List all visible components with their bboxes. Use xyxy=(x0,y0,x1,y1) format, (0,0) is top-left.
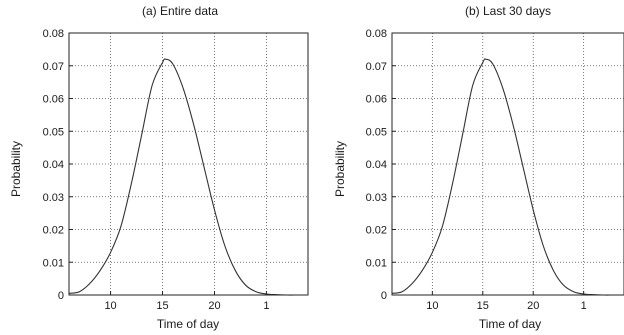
panel-a-xtick-label: 1 xyxy=(263,300,269,312)
panel-b-axes-frame xyxy=(391,32,624,296)
panel-b-xtick-label: 1 xyxy=(581,300,587,312)
panel-b-ytick-label: 0.05 xyxy=(366,126,387,138)
panel-a-ytick-label: 0.01 xyxy=(43,257,64,269)
panel-a-xtick-label: 15 xyxy=(156,300,168,312)
panel-a-ytick-label: 0 xyxy=(58,290,64,302)
panel-b: (b) Last 30 days Probability Time of day… xyxy=(333,4,624,331)
panel-a: (a) Entire data Probability Time of day … xyxy=(9,4,309,331)
panel-b-xlabel: Time of day xyxy=(479,317,541,331)
panel-b-xtick-label: 15 xyxy=(477,300,489,312)
panel-b-ytick-label: 0.06 xyxy=(366,94,387,106)
panel-a-xtick-label: 20 xyxy=(208,300,220,312)
panel-a-plot-bg xyxy=(69,33,308,295)
panel-b-ylabel: Probability xyxy=(333,141,347,197)
panel-a-ytick-label: 0.08 xyxy=(43,28,64,40)
panel-a-ytick-label: 0.05 xyxy=(43,126,64,138)
panel-a-ytick-label: 0.07 xyxy=(43,61,64,73)
panel-b-ytick-label: 0.08 xyxy=(366,28,387,40)
panel-a-probability-curve xyxy=(68,58,308,296)
panel-b-title: (b) Last 30 days xyxy=(465,4,551,18)
panel-a-ytick-label: 0.03 xyxy=(43,192,64,204)
panel-a-title: (a) Entire data xyxy=(142,4,218,18)
panel-b-ytick-label: 0.01 xyxy=(366,257,387,269)
panel-b-xtick-label: 10 xyxy=(426,300,438,312)
panel-b-ytick-label: 0.03 xyxy=(366,192,387,204)
panel-a-xlabel: Time of day xyxy=(157,317,219,331)
panel-a-ytick-label: 0.02 xyxy=(43,225,64,237)
panel-a-axes-frame xyxy=(68,32,309,296)
panel-b-ytick-label: 0 xyxy=(381,290,387,302)
panel-b-ytick-label: 0.04 xyxy=(366,159,387,171)
panel-b-ytick-label: 0.07 xyxy=(366,61,387,73)
panel-a-xtick-label: 10 xyxy=(104,300,116,312)
panel-a-ylabel: Probability xyxy=(9,141,23,197)
panel-a-ytick-label: 0.06 xyxy=(43,94,64,106)
panel-a-ytick-label: 0.04 xyxy=(43,159,64,171)
panel-b-ytick-label: 0.02 xyxy=(366,225,387,237)
panel-b-plot-bg xyxy=(392,33,624,295)
panel-b-probability-curve xyxy=(391,58,624,296)
panel-b-xtick-label: 20 xyxy=(527,300,539,312)
